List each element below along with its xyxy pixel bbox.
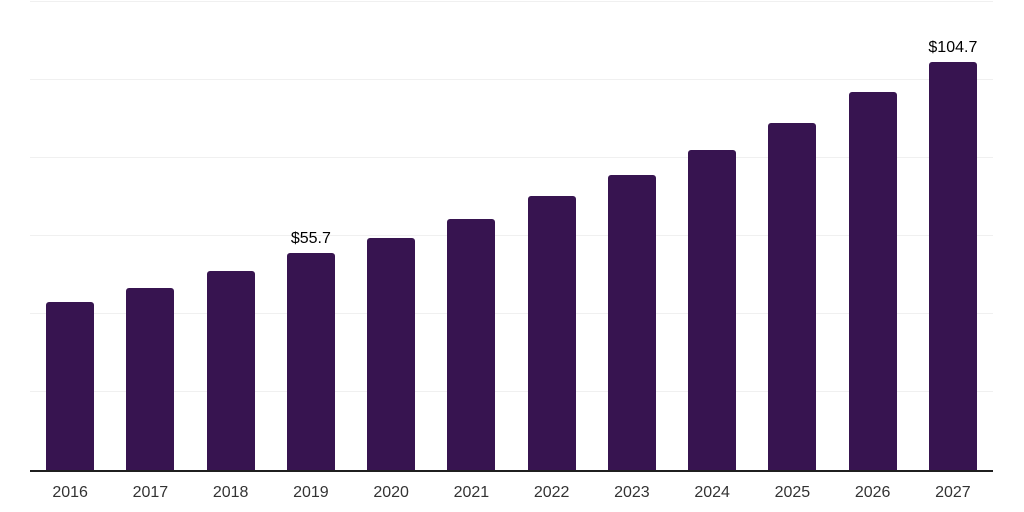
x-tick-label-2026: 2026 xyxy=(854,484,891,501)
bar-2016 xyxy=(46,301,95,470)
bar-2017 xyxy=(126,287,175,470)
data-label-2027: $104.7 xyxy=(928,38,978,56)
x-tick-label-2019: 2019 xyxy=(293,484,329,501)
bar-cell-2025 xyxy=(752,2,832,470)
bar-cell-2020 xyxy=(351,2,431,470)
x-tick-label-2025: 2025 xyxy=(774,484,811,501)
bar-cell-2023 xyxy=(592,2,672,470)
gridline-40 xyxy=(30,313,993,315)
gridline-120 xyxy=(30,1,993,2)
bar-cell-2022 xyxy=(512,2,592,470)
bar-2025 xyxy=(768,123,817,470)
bar-cell-2017 xyxy=(110,2,190,470)
data-label-2019: $55.7 xyxy=(290,229,331,247)
gridline-100 xyxy=(30,79,993,80)
bar-2023 xyxy=(607,175,656,470)
bar-2027 xyxy=(928,61,977,470)
bar-cell-2018 xyxy=(191,2,271,470)
gridline-20 xyxy=(30,391,993,393)
x-tick-label-2021: 2021 xyxy=(453,484,490,501)
bar-cell-2016 xyxy=(30,2,110,470)
x-tick-label-2017: 2017 xyxy=(132,484,169,501)
bars-row: $55.7 $104.7 xyxy=(30,2,993,470)
bar-cell-2021 xyxy=(431,2,511,470)
bar-2024 xyxy=(688,150,737,470)
x-tick-label-2020: 2020 xyxy=(373,484,409,501)
bar-2018 xyxy=(206,270,255,470)
x-tick-label-2022: 2022 xyxy=(533,484,570,501)
gridline-80 xyxy=(30,157,993,159)
x-tick-label-2027: 2027 xyxy=(935,484,971,501)
x-tick-label-2018: 2018 xyxy=(212,484,249,501)
bar-cell-2026 xyxy=(833,2,913,470)
bar-2020 xyxy=(367,237,416,470)
x-tick-label-2016: 2016 xyxy=(52,484,88,501)
bar-cell-2024 xyxy=(672,2,752,470)
x-tick-label-2024: 2024 xyxy=(694,484,730,501)
plot-area: $55.7 $104.7 xyxy=(30,1,993,472)
bar-2022 xyxy=(527,196,576,470)
bar-cell-2019: $55.7 xyxy=(271,2,351,470)
bar-cell-2027: $104.7 xyxy=(913,2,993,470)
bar-2021 xyxy=(447,218,496,470)
gridline-60 xyxy=(30,235,993,236)
bar-2019 xyxy=(286,252,335,470)
x-axis-labels: 2016 2017 2018 2019 2020 2021 2022 2023 2024 2025… xyxy=(30,472,993,502)
x-tick-label-2023: 2023 xyxy=(614,484,650,501)
bar-2026 xyxy=(848,92,897,470)
